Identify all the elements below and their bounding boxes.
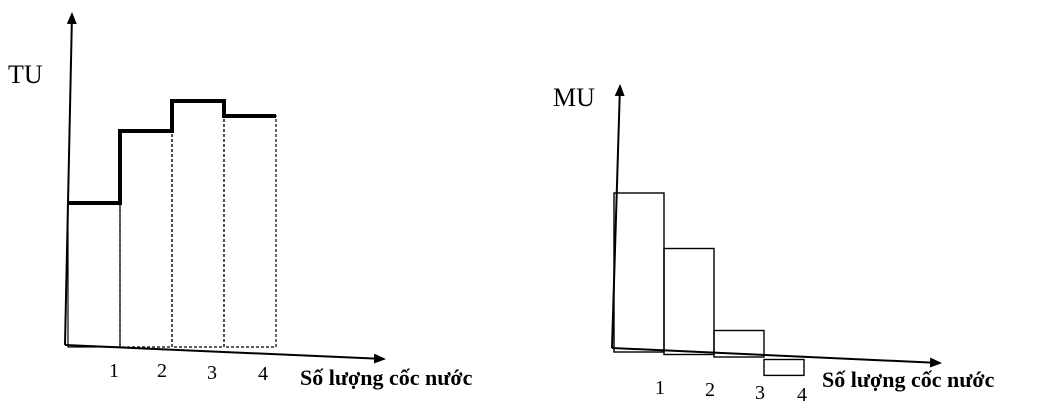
tu-y-axis xyxy=(64,12,77,346)
mu-bar-4 xyxy=(763,358,805,377)
tu-bar-4 xyxy=(223,115,277,348)
tu-tick-label-4: 4 xyxy=(258,363,268,385)
mu-x-axis xyxy=(611,347,942,368)
total-utility-chart: TU Số lượng cốc nước 1 2 3 4 xyxy=(8,12,473,390)
mu-tick-label-2: 2 xyxy=(705,379,715,401)
marginal-utility-chart: MU Số lượng cốc nước 1 2 3 4 xyxy=(553,83,995,405)
mu-bar-2 xyxy=(663,247,715,356)
tu-bar-3 xyxy=(171,100,225,348)
tu-y-axis-label: TU xyxy=(8,60,43,89)
tu-step-outline xyxy=(68,99,276,205)
mu-tick-label-4: 4 xyxy=(797,384,807,405)
mu-bar-1 xyxy=(613,192,665,353)
tu-bar-1 xyxy=(67,202,121,348)
tu-tick-label-2: 2 xyxy=(157,360,167,382)
tu-tick-label-3: 3 xyxy=(207,362,217,384)
tu-x-axis-label: Số lượng cốc nước xyxy=(300,365,473,390)
mu-y-axis xyxy=(611,84,625,349)
mu-tick-label-3: 3 xyxy=(755,382,765,404)
mu-bar-3 xyxy=(713,329,765,358)
mu-tick-label-1: 1 xyxy=(655,377,665,399)
tu-tick-label-1: 1 xyxy=(109,360,119,382)
mu-y-axis-label: MU xyxy=(553,83,595,112)
mu-x-axis-label: Số lượng cốc nước xyxy=(822,367,995,392)
tu-bar-2 xyxy=(119,130,173,348)
